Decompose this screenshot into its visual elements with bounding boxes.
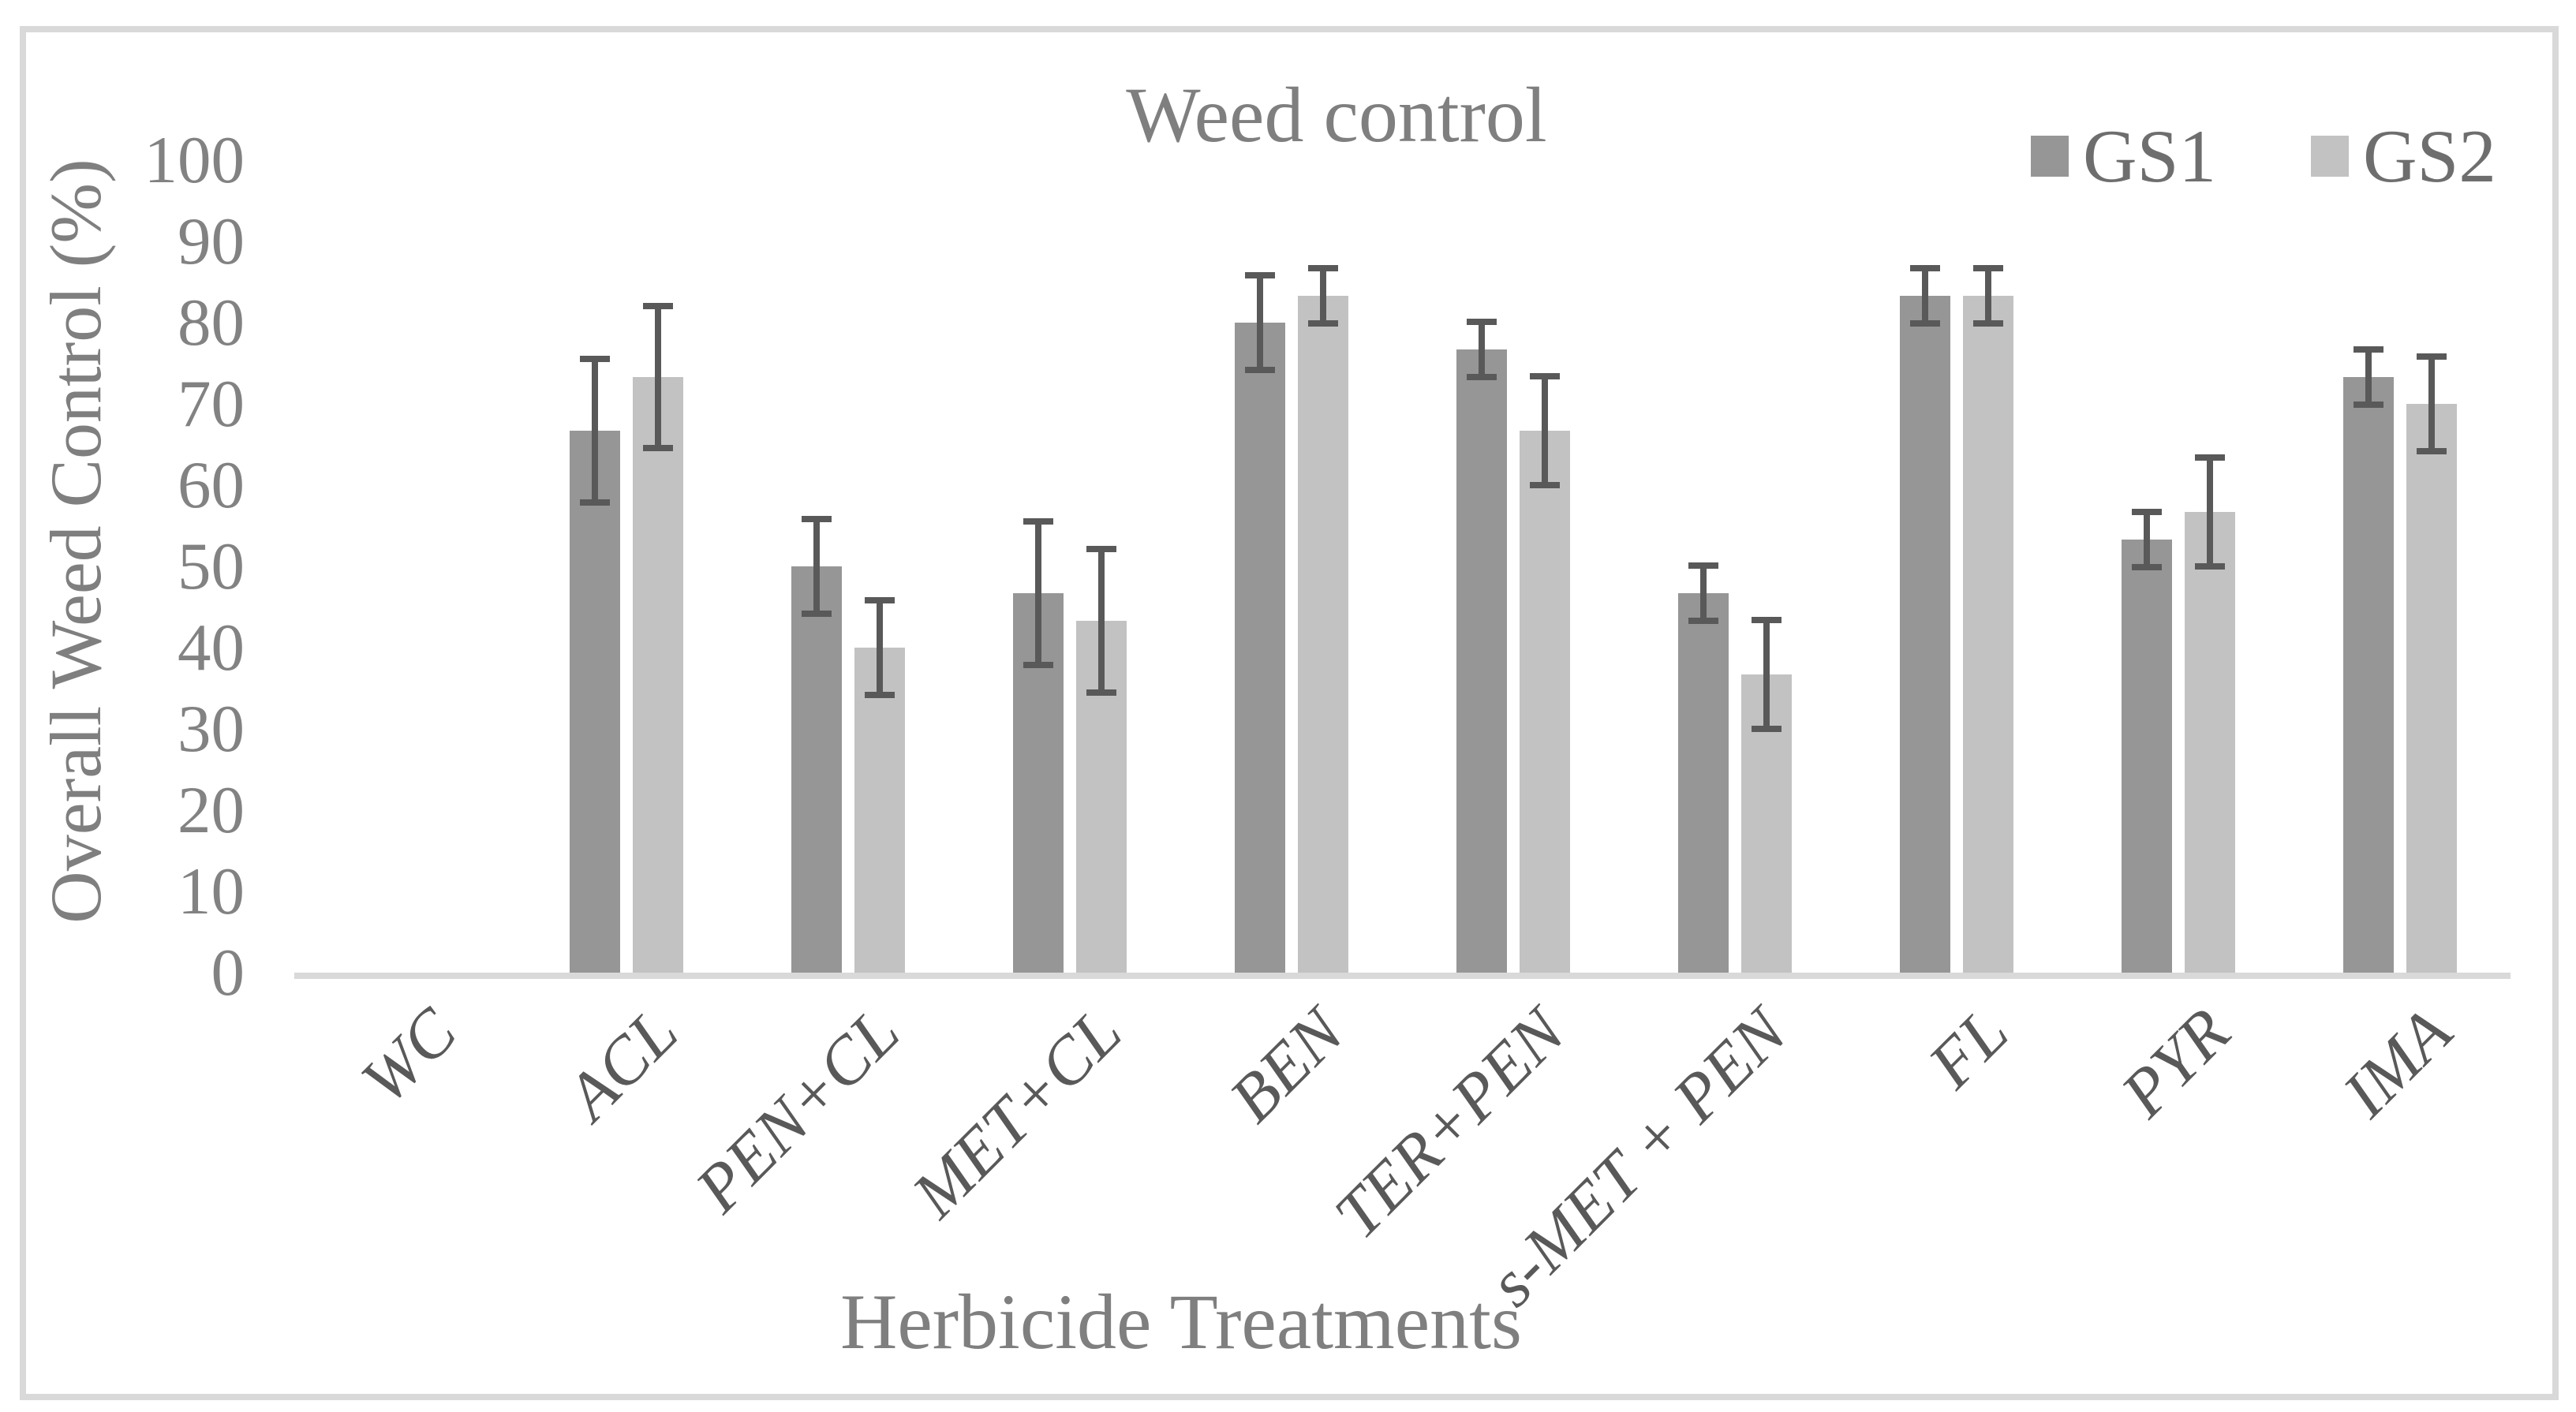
error-bar-cap — [1466, 374, 1497, 380]
bar-gs1-ben — [1235, 323, 1286, 973]
error-bar-stem — [592, 359, 599, 502]
error-bar-cap — [643, 303, 674, 310]
error-bar-stem — [877, 600, 884, 695]
x-axis-title: Herbicide Treatments — [840, 1278, 1522, 1365]
error-bar-cap — [643, 444, 674, 451]
error-bar-cap — [1086, 546, 1117, 553]
bar-gs2-ima — [2406, 404, 2457, 973]
error-bar-cap — [580, 356, 611, 363]
error-bar-stem — [1035, 521, 1042, 665]
bar-gs1-acl — [570, 430, 621, 973]
error-bar-stem — [1763, 619, 1770, 729]
error-bar-stem — [1984, 267, 1991, 324]
bar-gs1-pyr — [2121, 540, 2172, 973]
bar-gs1-ter-pen — [1456, 349, 1507, 973]
error-bar-cap — [1751, 726, 1782, 732]
error-bar-stem — [1541, 375, 1548, 485]
legend-item-gs1: GS1 — [2031, 117, 2216, 196]
error-bar-cap — [1972, 320, 2003, 327]
bar-gs2-ter-pen — [1519, 430, 1570, 973]
y-tick-label: 50 — [178, 529, 245, 603]
error-bar-cap — [580, 499, 611, 506]
error-bar-cap — [1245, 366, 1276, 373]
bar-gs1-ima — [2342, 377, 2394, 973]
legend-label: GS1 — [2083, 114, 2216, 198]
bar-gs2-acl — [633, 377, 684, 973]
error-bar-cap — [2194, 454, 2225, 461]
legend-item-gs2: GS2 — [2310, 114, 2496, 198]
error-bar-cap — [1972, 264, 2003, 271]
y-tick-label: 90 — [178, 204, 245, 278]
error-bar-cap — [2194, 563, 2225, 570]
bar-gs2-pen-cl — [854, 648, 906, 973]
error-bar-stem — [1478, 321, 1485, 377]
error-bar-stem — [1257, 275, 1264, 370]
error-bar-stem — [655, 306, 662, 448]
y-axis-title: Overall Weed Control (%) — [36, 159, 116, 924]
error-bar-cap — [2416, 353, 2447, 360]
error-bar-cap — [1688, 562, 1718, 569]
bar-gs1-s-met-pen — [1677, 592, 1729, 973]
error-bar-stem — [1699, 565, 1707, 621]
error-bar-cap — [865, 597, 895, 604]
error-bar-cap — [1023, 661, 1054, 668]
error-bar-stem — [2428, 357, 2435, 451]
error-bar-cap — [1308, 264, 1339, 271]
legend-label: GS2 — [2362, 114, 2496, 198]
error-bar-stem — [1098, 549, 1105, 693]
error-bar-cap — [2131, 508, 2162, 515]
error-bar-cap — [802, 516, 832, 523]
error-bar-stem — [2365, 349, 2372, 405]
error-bar-cap — [1245, 272, 1276, 279]
error-bar-stem — [813, 519, 821, 614]
error-bar-cap — [2353, 346, 2383, 353]
error-bar-cap — [1308, 320, 1339, 327]
error-bar-stem — [1921, 267, 1928, 324]
error-bar-cap — [1529, 372, 1560, 379]
y-tick-label: 100 — [144, 123, 245, 197]
y-tick-label: 30 — [178, 692, 245, 766]
error-bar-cap — [1688, 618, 1718, 624]
y-tick-label: 60 — [178, 448, 245, 522]
y-tick-label: 20 — [178, 773, 245, 847]
error-bar-cap — [2416, 447, 2447, 454]
error-bar-cap — [1751, 616, 1782, 623]
bar-gs1-fl — [1899, 296, 1950, 973]
error-bar-cap — [2131, 564, 2162, 571]
chart-title: Weed control — [1126, 71, 1547, 159]
y-tick-label: 70 — [178, 367, 245, 441]
error-bar-stem — [1320, 267, 1327, 324]
bar-gs1-pen-cl — [791, 566, 843, 973]
x-axis-line — [294, 973, 2511, 979]
error-bar-cap — [865, 691, 895, 698]
error-bar-stem — [2143, 511, 2150, 568]
y-tick-label: 40 — [178, 611, 245, 685]
error-bar-cap — [1023, 518, 1054, 525]
error-bar-cap — [1909, 264, 1940, 271]
legend-swatch-gs1 — [2031, 136, 2069, 177]
legend: GS1 GS2 — [2031, 117, 2496, 196]
error-bar-stem — [2206, 457, 2213, 566]
y-tick-label: 10 — [178, 854, 245, 928]
y-tick-label: 0 — [211, 936, 245, 1010]
bar-gs2-ben — [1298, 296, 1349, 973]
error-bar-cap — [1086, 689, 1117, 696]
bar-gs2-fl — [1962, 296, 2013, 973]
error-bar-cap — [2353, 402, 2383, 409]
bar-gs2-pyr — [2184, 511, 2235, 973]
error-bar-cap — [1909, 320, 1940, 327]
error-bar-cap — [1529, 482, 1560, 488]
y-tick-label: 80 — [178, 286, 245, 360]
error-bar-cap — [1466, 318, 1497, 325]
legend-swatch-gs2 — [2310, 136, 2349, 177]
chart-border-frame — [20, 26, 2559, 1400]
error-bar-cap — [802, 610, 832, 617]
